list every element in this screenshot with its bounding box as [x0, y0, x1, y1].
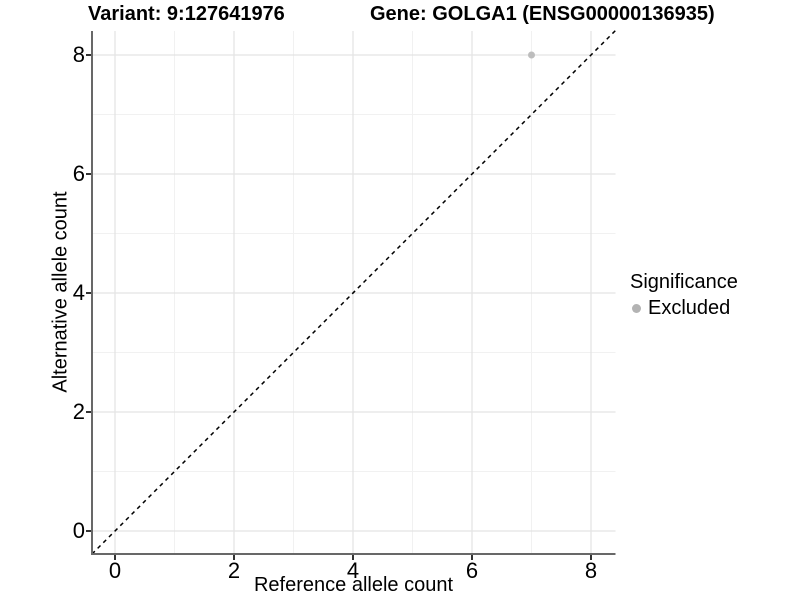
axis-lines: [91, 31, 616, 555]
legend-item-excluded: Excluded: [630, 296, 738, 320]
y-tick-label: 6: [72, 161, 85, 186]
identity-dashed-line: [91, 29, 617, 555]
data-point: [528, 51, 535, 59]
y-tick-label: 4: [72, 280, 85, 305]
y-tick-label: 0: [72, 518, 85, 543]
legend-item-label: Excluded: [648, 297, 731, 319]
x-tick-label: 8: [584, 558, 598, 583]
gene-title: Gene: GOLGA1 (ENSG00000136935): [370, 3, 715, 25]
y-tick-label: 2: [72, 399, 85, 424]
gridlines-major: [92, 31, 616, 554]
legend: Significance Excluded: [630, 270, 738, 320]
x-tick-label: 4: [346, 558, 360, 583]
data-points: [528, 51, 535, 59]
axis-tick-marks: [86, 54, 592, 560]
legend-title: Significance: [630, 271, 738, 293]
x-tick-label: 6: [465, 558, 479, 583]
x-tick-label: 2: [227, 558, 241, 583]
variant-title: Variant: 9:127641976: [88, 3, 285, 25]
identity-line: [91, 29, 617, 555]
y-tick-label: 8: [72, 42, 85, 67]
y-axis-title: Alternative allele count: [49, 191, 72, 393]
x-axis-title: Reference allele count: [253, 574, 453, 596]
excluded-point-icon: [632, 303, 641, 313]
x-tick-label: 0: [108, 558, 122, 583]
